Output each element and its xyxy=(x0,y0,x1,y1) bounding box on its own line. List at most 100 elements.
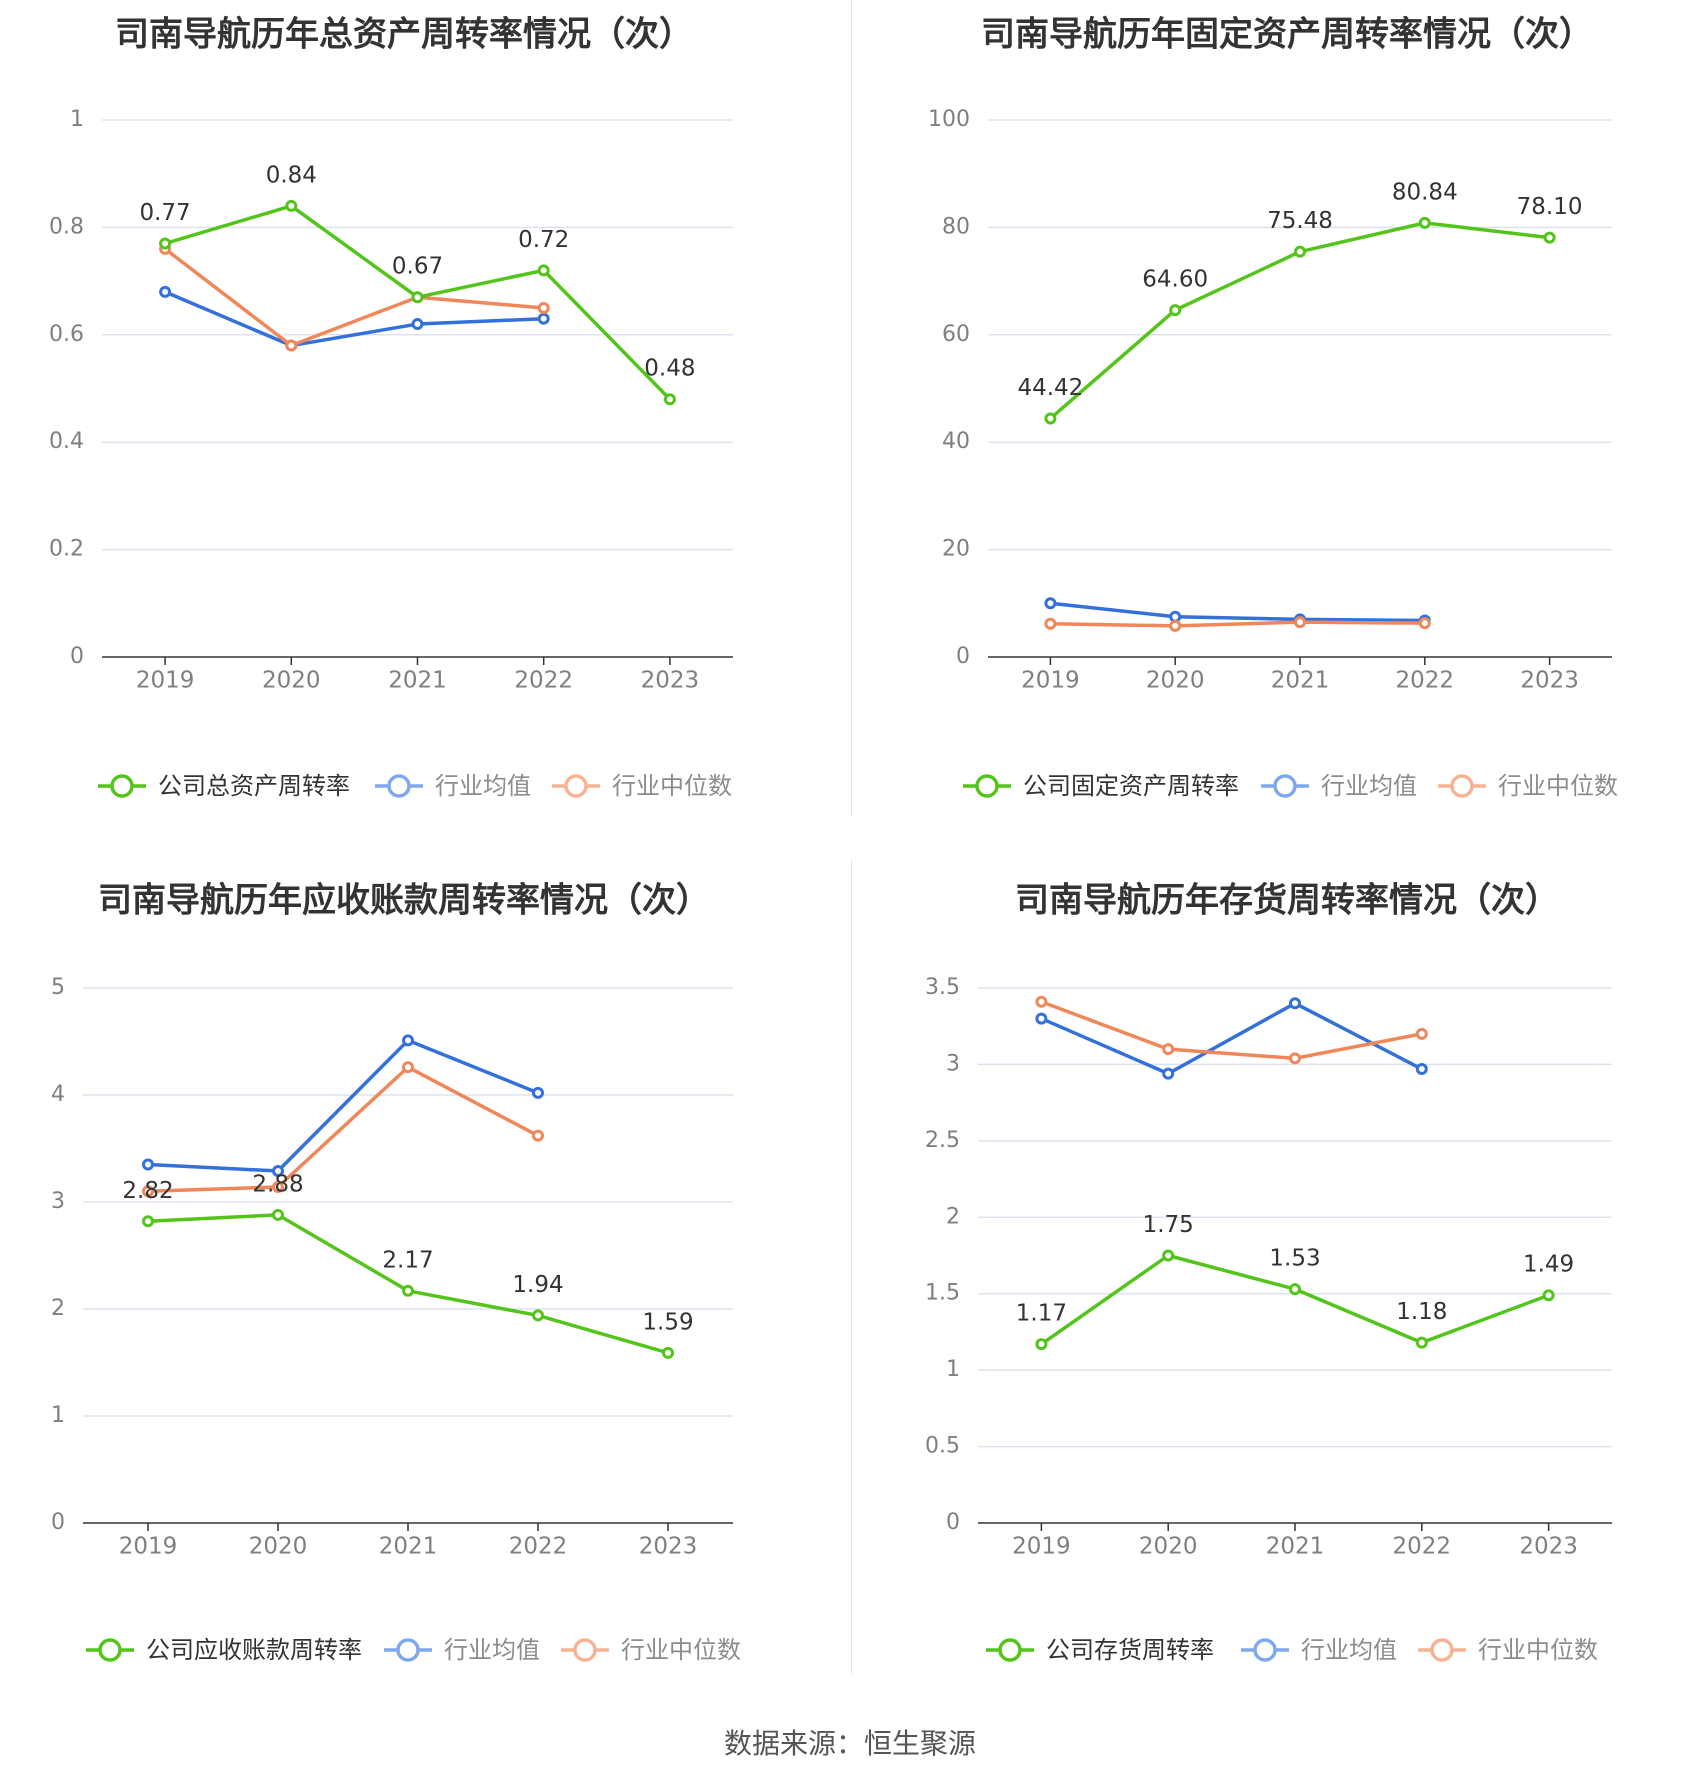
x-tick-label: 2021 xyxy=(388,668,447,694)
data-label: 1.59 xyxy=(642,1309,693,1335)
legend-label: 行业中位数 xyxy=(1498,772,1618,800)
y-tick-label: 60 xyxy=(942,322,970,347)
legend-marker xyxy=(1430,1638,1454,1662)
x-tick-label: 2019 xyxy=(136,668,195,694)
data-point xyxy=(1169,619,1182,632)
data-label: 2.82 xyxy=(122,1178,173,1204)
data-label: 1.53 xyxy=(1269,1246,1320,1272)
data-point xyxy=(1035,995,1048,1008)
panel-divider-bottom xyxy=(851,860,852,1675)
x-tick-label: 2022 xyxy=(514,668,573,694)
series-line xyxy=(1040,1000,1423,1061)
y-tick-label: 2.5 xyxy=(925,1128,960,1153)
legend-label: 行业均值 xyxy=(444,1636,540,1664)
series-line xyxy=(147,1065,539,1194)
data-point xyxy=(285,199,298,212)
y-tick-label: 0.2 xyxy=(49,537,84,562)
data-label: 0.48 xyxy=(644,356,695,382)
data-point xyxy=(272,1181,284,1194)
y-tick-label: 2 xyxy=(51,1296,65,1321)
legend-marker xyxy=(1450,774,1474,798)
series-line xyxy=(164,247,544,348)
data-point xyxy=(1294,616,1306,629)
data-label: 44.42 xyxy=(1017,375,1083,401)
y-tick-label: 0 xyxy=(956,644,970,669)
legend-label: 公司存货周转率 xyxy=(1046,1636,1214,1664)
y-tick-label: 2 xyxy=(946,1204,960,1229)
x-tick-label: 2019 xyxy=(1012,1534,1071,1560)
data-point xyxy=(1415,1336,1428,1349)
x-tick-label: 2023 xyxy=(639,1534,698,1560)
x-tick-label: 2022 xyxy=(1396,668,1455,694)
legend-label: 行业中位数 xyxy=(612,772,732,800)
y-tick-label: 80 xyxy=(942,214,970,239)
x-tick-label: 2022 xyxy=(509,1534,568,1560)
chart-panel-1: 司南导航历年总资产周转率情况（次） 0 0.2 0.4 0.6 0.8 1 2019 2020 2… xyxy=(49,15,733,800)
data-label: 0.72 xyxy=(518,227,569,253)
data-label: 1.49 xyxy=(1523,1252,1574,1278)
legend-marker xyxy=(1253,1638,1277,1662)
series-line xyxy=(1050,620,1425,628)
y-tick-label: 0.5 xyxy=(925,1434,960,1459)
y-tick-label: 1.5 xyxy=(925,1281,960,1306)
legend-label: 公司总资产周转率 xyxy=(158,772,350,800)
data-label: 2.17 xyxy=(382,1247,433,1273)
y-tick-label: 0.8 xyxy=(49,214,84,239)
data-point xyxy=(159,285,172,298)
data-point xyxy=(1415,1027,1428,1040)
data-point xyxy=(532,1086,544,1099)
data-point xyxy=(663,393,676,406)
chart-panel-3: 司南导航历年应收账款周转率情况（次） 0 1 2 3 4 5 2019 2020 2021 2022… xyxy=(51,881,741,1665)
data-point xyxy=(159,237,172,250)
data-point xyxy=(1289,1283,1301,1296)
x-tick-label: 2019 xyxy=(119,1534,178,1560)
data-point xyxy=(532,1309,544,1322)
data-point xyxy=(142,1158,154,1171)
x-tick-label: 2020 xyxy=(1139,1534,1198,1560)
y-tick-label: 3.5 xyxy=(925,975,960,1000)
y-tick-label: 3 xyxy=(946,1051,960,1076)
data-label: 1.18 xyxy=(1396,1299,1447,1325)
y-tick-label: 0 xyxy=(51,1510,65,1535)
legend-label: 行业中位数 xyxy=(621,1636,741,1664)
chart-title: 司南导航历年存货周转率情况（次） xyxy=(1015,881,1559,921)
y-tick-label: 1 xyxy=(51,1403,65,1428)
x-tick-label: 2020 xyxy=(1146,668,1205,694)
data-point xyxy=(1035,1338,1048,1351)
x-tick-label: 2022 xyxy=(1393,1534,1452,1560)
legend-marker xyxy=(396,1638,420,1662)
data-point xyxy=(1543,231,1556,244)
data-point xyxy=(1294,245,1306,258)
legend-marker xyxy=(998,1638,1022,1662)
legend-label: 公司应收账款周转率 xyxy=(146,1636,362,1664)
data-point xyxy=(537,301,550,314)
data-point xyxy=(1542,1289,1555,1302)
x-tick-label: 2020 xyxy=(262,668,321,694)
y-tick-label: 1 xyxy=(946,1357,960,1382)
legend-label: 行业中位数 xyxy=(1478,1636,1598,1664)
legend-marker xyxy=(573,1638,597,1662)
data-point xyxy=(1289,997,1301,1010)
data-point xyxy=(1418,617,1431,630)
data-point xyxy=(1162,1067,1175,1080)
data-point xyxy=(272,1164,284,1177)
data-point xyxy=(411,291,424,304)
data-point xyxy=(1418,216,1431,229)
data-point xyxy=(1044,412,1057,425)
legend-label: 行业均值 xyxy=(435,772,531,800)
data-point xyxy=(1415,1063,1428,1076)
series-line xyxy=(1050,601,1425,623)
data-point xyxy=(532,1129,544,1142)
data-label: 0.77 xyxy=(139,200,190,226)
y-tick-label: 0 xyxy=(946,1510,960,1535)
data-label: 78.10 xyxy=(1517,194,1583,220)
data-point xyxy=(402,1284,414,1297)
legend-label: 行业均值 xyxy=(1321,772,1417,800)
x-tick-label: 2023 xyxy=(641,668,700,694)
legend-label: 公司固定资产周转率 xyxy=(1023,772,1239,800)
data-source-caption: 数据来源：恒生聚源 xyxy=(723,1727,976,1760)
data-label: 64.60 xyxy=(1142,267,1208,293)
y-tick-label: 5 xyxy=(51,975,65,1000)
y-tick-label: 1 xyxy=(70,107,84,132)
